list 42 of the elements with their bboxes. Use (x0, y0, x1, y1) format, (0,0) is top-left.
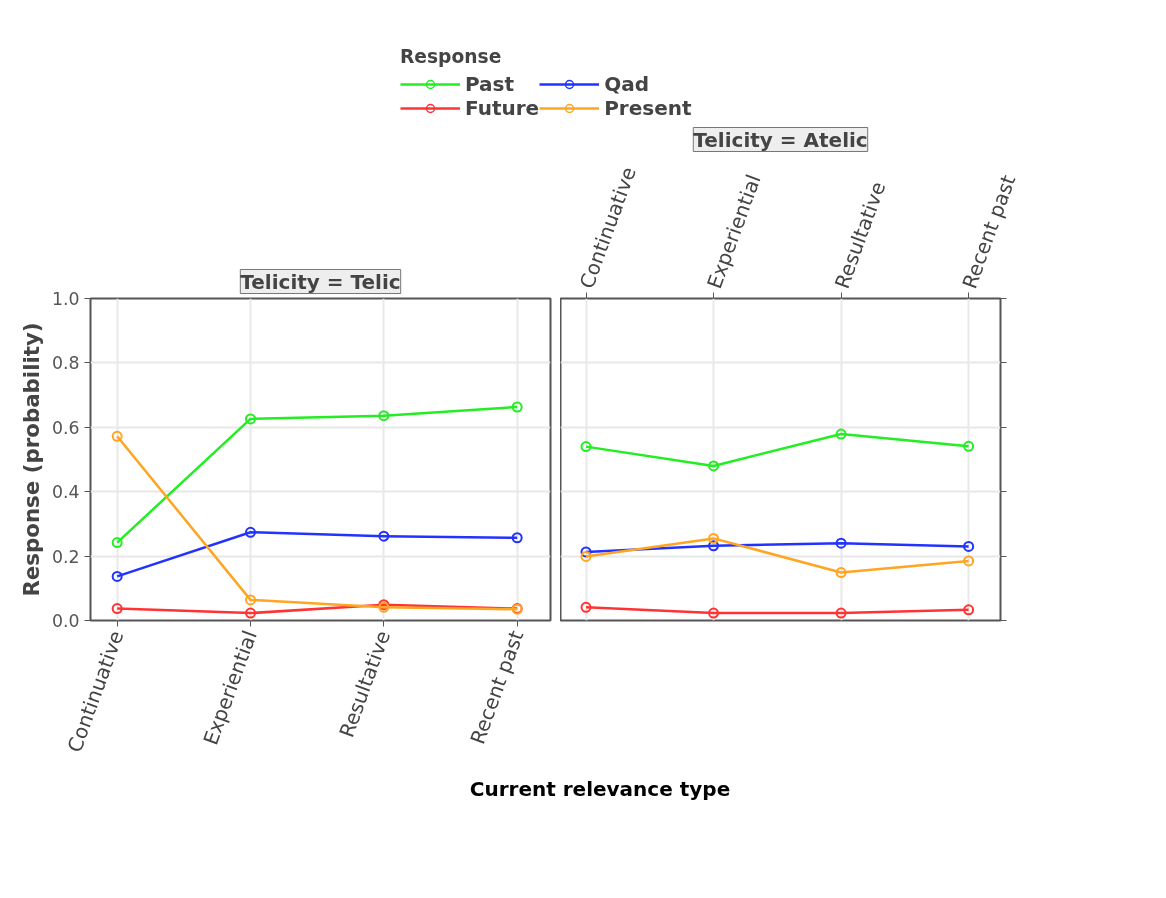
point (963, 555, 975, 567)
y-tick-label: 0.6 (51, 417, 80, 438)
point (708, 460, 720, 472)
point (708, 607, 720, 619)
point (580, 441, 592, 453)
point (378, 530, 390, 542)
point (835, 607, 847, 619)
point (111, 603, 123, 615)
point (111, 570, 123, 582)
point (245, 526, 256, 538)
point (511, 401, 523, 413)
point (835, 428, 847, 440)
legend-label: Future (465, 96, 540, 120)
y-tick-label: 0.2 (51, 546, 80, 567)
point (111, 430, 123, 442)
point (580, 546, 592, 558)
point (580, 601, 592, 613)
point (378, 410, 390, 422)
chart-title: Telicity = Atelic (693, 127, 868, 152)
point (245, 607, 256, 619)
y-tick-label: 0.4 (51, 482, 80, 503)
legend-label: Qad (604, 72, 649, 96)
legend-label: Past (465, 72, 515, 96)
y-tick-label: 0.8 (51, 353, 80, 374)
point (963, 604, 975, 616)
point (708, 540, 720, 552)
point (111, 537, 123, 549)
legend-title: Response (400, 46, 503, 67)
legend-label: Present (604, 96, 692, 120)
point (963, 540, 975, 552)
y-tick-label: 1.0 (51, 289, 80, 309)
y-axis-title: Response (probability) (18, 322, 44, 597)
point (511, 532, 523, 544)
point (835, 537, 847, 549)
point (245, 594, 256, 606)
point (835, 567, 847, 579)
x-axis-title: Current relevance type (469, 776, 731, 803)
y-tick-label: 0.0 (51, 611, 80, 631)
point (245, 413, 256, 425)
point (708, 532, 720, 544)
point (580, 550, 592, 562)
point (963, 440, 975, 452)
